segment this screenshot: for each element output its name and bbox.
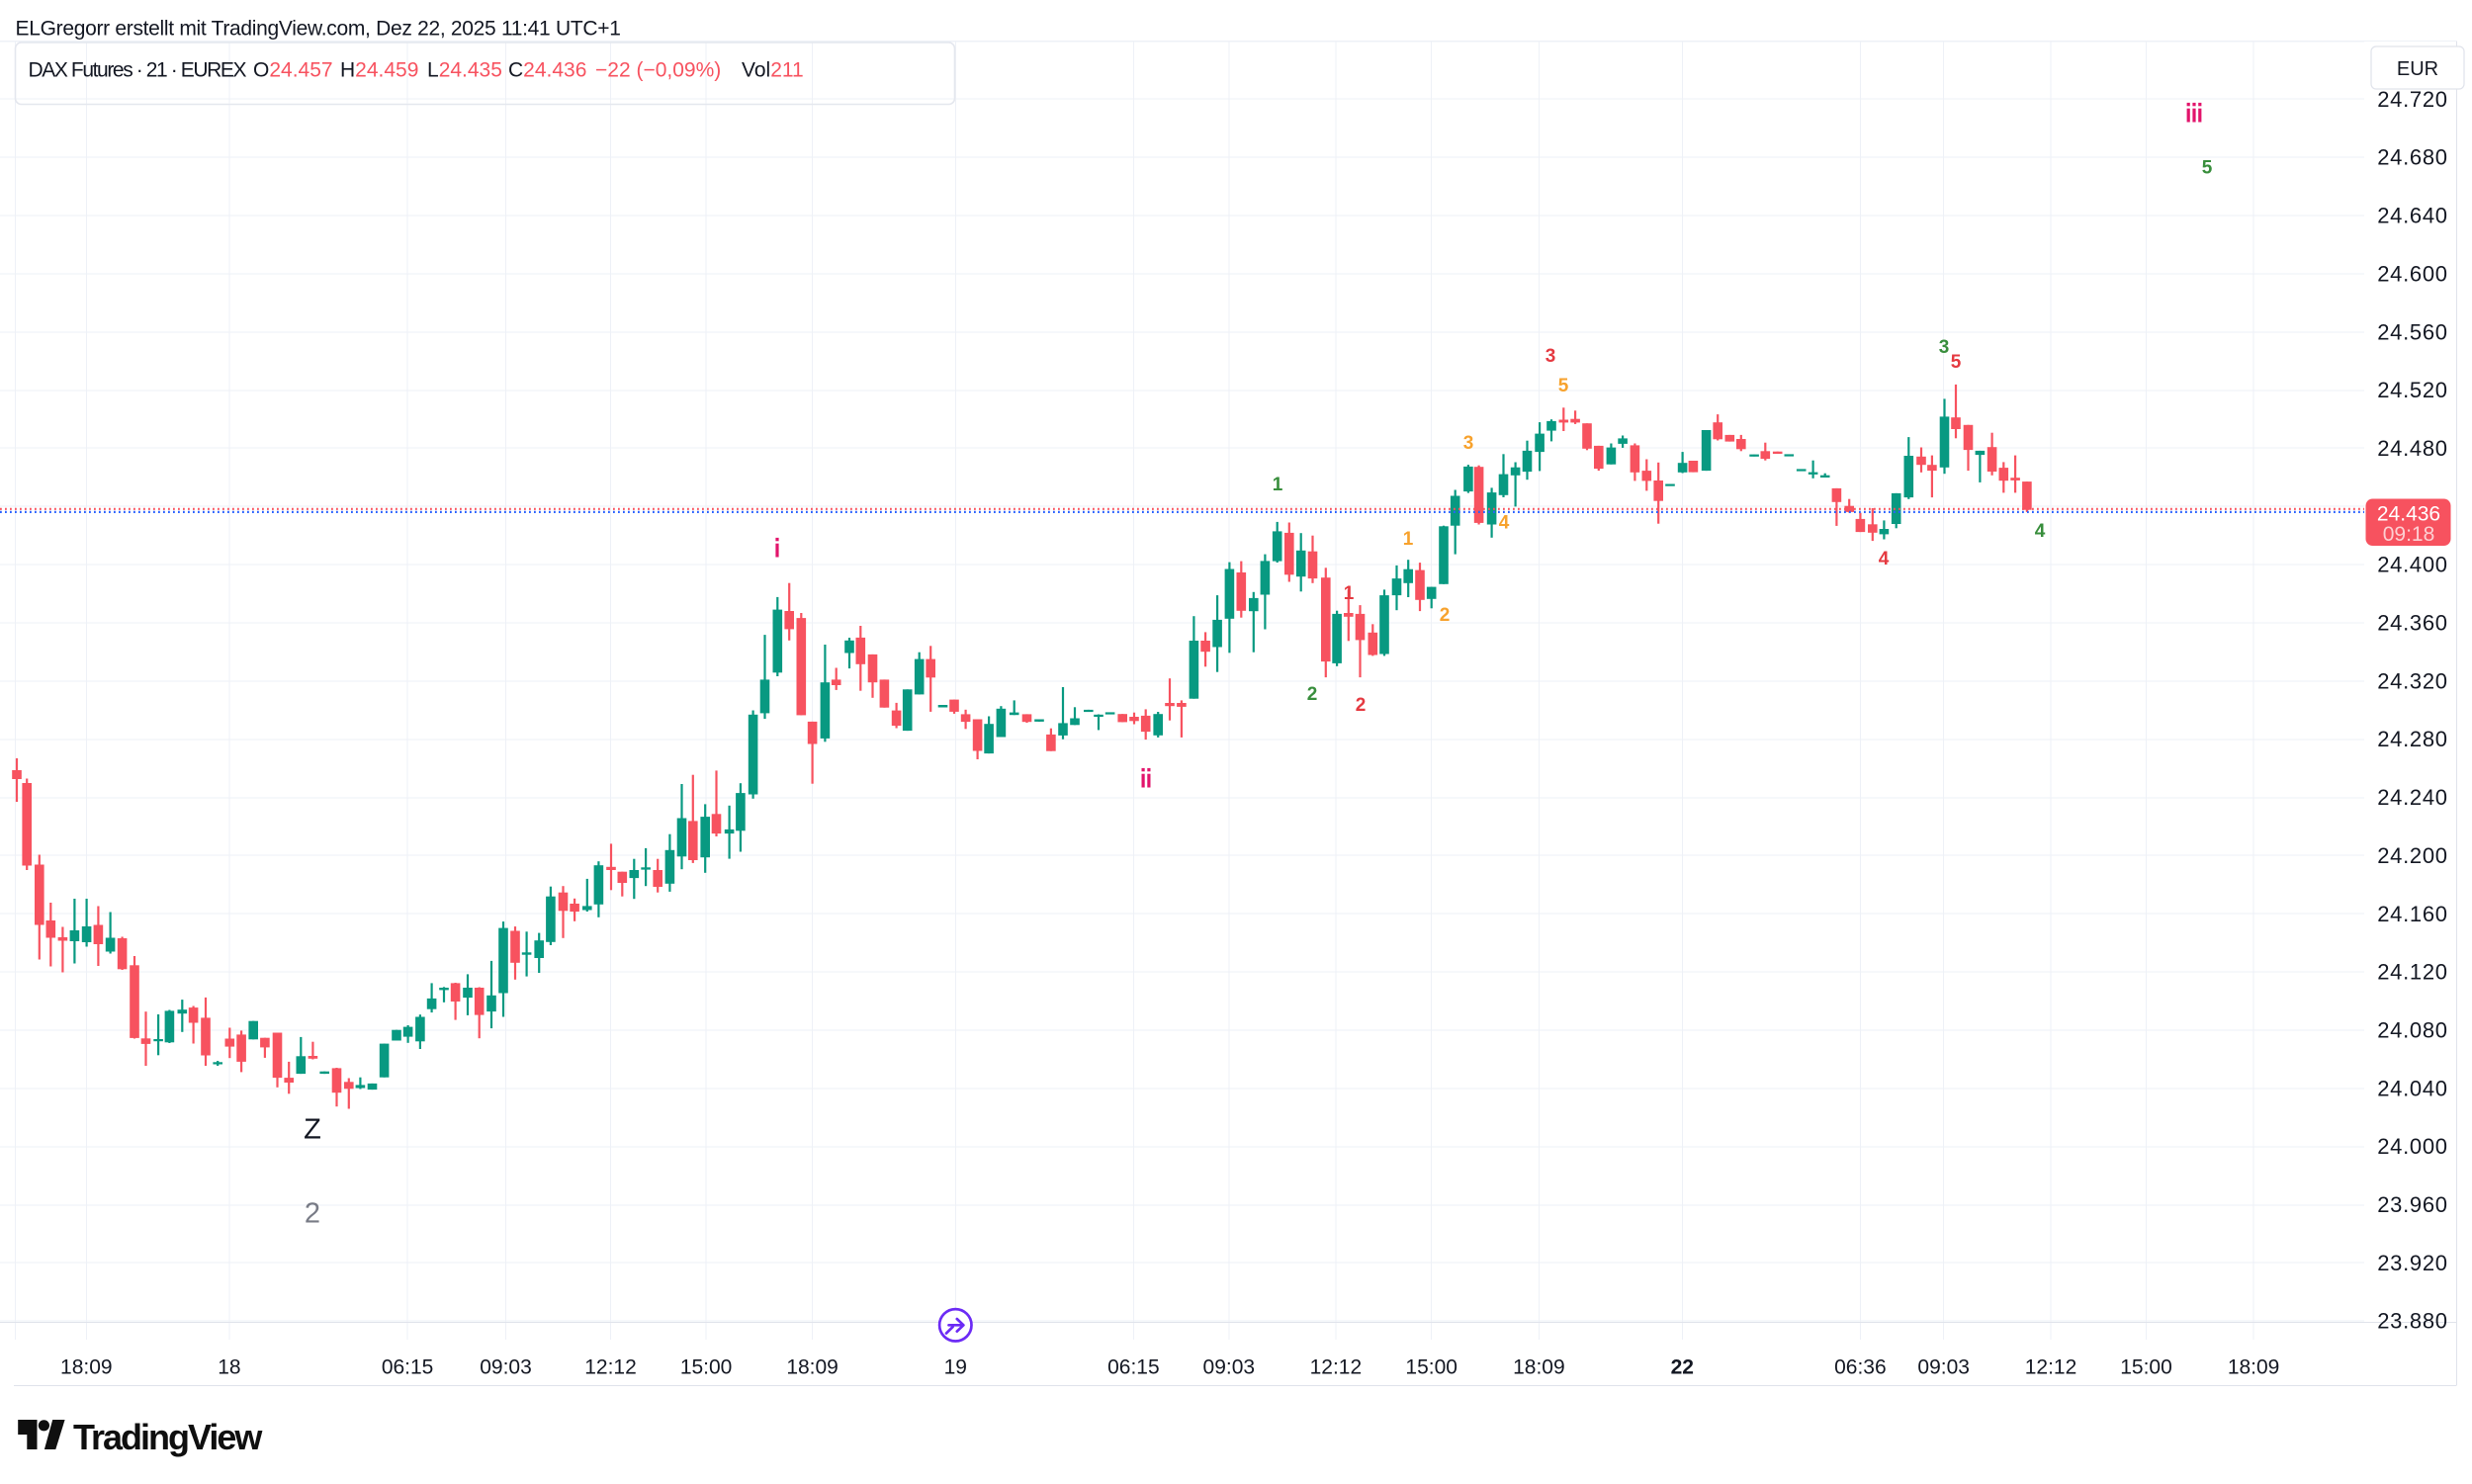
svg-text:12:12: 12:12 [2025,1356,2077,1379]
svg-text:18:09: 18:09 [60,1356,113,1379]
svg-text:2: 2 [1356,695,1367,716]
svg-text:4: 4 [1879,549,1890,569]
svg-text:15:00: 15:00 [2120,1356,2172,1379]
svg-text:1: 1 [1273,475,1283,495]
svg-text:24.720: 24.720 [2377,87,2448,112]
svg-text:24.280: 24.280 [2377,727,2448,751]
svg-text:09:03: 09:03 [1917,1356,1970,1379]
svg-text:12:12: 12:12 [1310,1356,1363,1379]
svg-text:19: 19 [944,1356,967,1379]
svg-text:06:36: 06:36 [1834,1356,1887,1379]
svg-text:5: 5 [1558,376,1569,396]
svg-text:22: 22 [1671,1356,1694,1379]
svg-text:15:00: 15:00 [680,1356,733,1379]
svg-text:−22 (−0,09%): −22 (−0,09%) [595,59,721,82]
svg-text:C24.436: C24.436 [508,59,586,82]
svg-text:EUR: EUR [2397,58,2438,80]
svg-text:24.600: 24.600 [2377,261,2448,286]
svg-text:23.920: 23.920 [2377,1251,2448,1275]
svg-text:24.160: 24.160 [2377,902,2448,926]
svg-text:2: 2 [1440,605,1451,626]
svg-text:DAX Futures · 21 · EUREX: DAX Futures · 21 · EUREX [29,59,247,82]
svg-text:3: 3 [1463,433,1474,454]
svg-text:Vol211: Vol211 [742,59,804,82]
svg-text:24.400: 24.400 [2377,553,2448,577]
svg-text:3: 3 [1545,346,1556,367]
svg-text:Z: Z [304,1114,321,1146]
svg-text:1: 1 [1344,583,1355,604]
svg-text:2: 2 [305,1198,320,1230]
svg-text:18:09: 18:09 [1513,1356,1565,1379]
svg-text:L24.435: L24.435 [427,59,502,82]
svg-text:09:03: 09:03 [480,1356,532,1379]
svg-text:H24.459: H24.459 [340,59,418,82]
svg-text:09:18: 09:18 [2383,523,2435,546]
svg-text:24.680: 24.680 [2377,145,2448,170]
svg-text:5: 5 [1951,352,1962,373]
svg-text:24.360: 24.360 [2377,611,2448,636]
svg-text:24.080: 24.080 [2377,1018,2448,1043]
svg-text:24.480: 24.480 [2377,436,2448,461]
svg-text:24.320: 24.320 [2377,668,2448,693]
svg-text:4: 4 [2035,521,2046,542]
svg-text:1: 1 [1403,529,1414,550]
svg-text:5: 5 [2202,157,2213,178]
svg-text:24.240: 24.240 [2377,785,2448,810]
svg-text:ELGregorr erstellt mit Trading: ELGregorr erstellt mit TradingView.com, … [16,18,621,41]
svg-text:24.436: 24.436 [2377,503,2440,526]
svg-text:O24.457: O24.457 [253,59,333,82]
svg-text:06:15: 06:15 [1107,1356,1160,1379]
svg-text:24.560: 24.560 [2377,319,2448,344]
svg-text:18: 18 [218,1356,240,1379]
svg-text:24.200: 24.200 [2377,843,2448,868]
svg-text:15:00: 15:00 [1405,1356,1457,1379]
svg-text:4: 4 [1499,512,1510,533]
svg-text:24.000: 24.000 [2377,1134,2448,1159]
svg-text:24.120: 24.120 [2377,960,2448,985]
svg-text:18:09: 18:09 [2228,1356,2280,1379]
svg-text:3: 3 [1939,337,1950,358]
svg-text:24.520: 24.520 [2377,378,2448,402]
svg-text:23.960: 23.960 [2377,1192,2448,1217]
svg-text:24.040: 24.040 [2377,1076,2448,1100]
svg-text:18:09: 18:09 [786,1356,839,1379]
svg-text:TradingView: TradingView [73,1417,263,1457]
svg-text:06:15: 06:15 [382,1356,434,1379]
svg-text:12:12: 12:12 [584,1356,637,1379]
svg-text:2: 2 [1307,684,1318,705]
svg-text:09:03: 09:03 [1203,1356,1256,1379]
svg-text:24.640: 24.640 [2377,204,2448,228]
svg-text:23.880: 23.880 [2377,1309,2448,1334]
